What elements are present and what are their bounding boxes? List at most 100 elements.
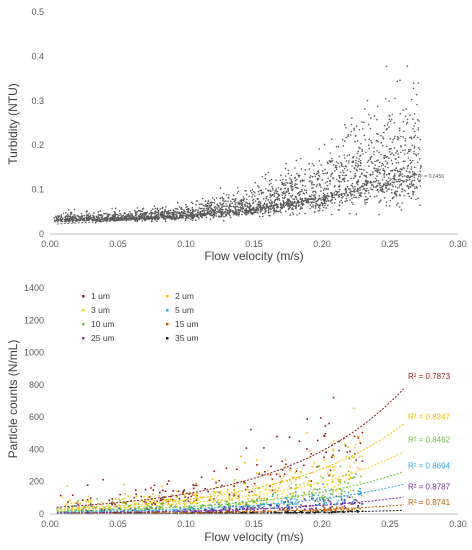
turbidity-point — [315, 192, 317, 194]
particle-point — [129, 507, 132, 510]
particle-point — [264, 471, 266, 473]
particle-point — [311, 495, 313, 498]
particle-point — [137, 502, 140, 505]
particle-point — [175, 505, 178, 508]
turbidity-point — [418, 173, 421, 176]
particle-point — [330, 512, 333, 514]
turbidity-point — [315, 202, 318, 205]
turbidity-point — [314, 175, 317, 178]
turbidity-point — [288, 199, 290, 202]
turbidity-point — [362, 153, 364, 155]
turbidity-point — [133, 217, 136, 219]
turbidity-point — [214, 209, 217, 212]
particle-point — [273, 511, 276, 513]
x-tick-label: 0.25 — [381, 239, 399, 249]
turbidity-point — [405, 123, 408, 125]
turbidity-point — [398, 127, 401, 129]
particle-point — [135, 507, 137, 510]
turbidity-point — [72, 219, 75, 221]
turbidity-point — [152, 208, 154, 210]
particle-point — [177, 509, 179, 512]
turbidity-point — [406, 152, 409, 154]
turbidity-point — [391, 141, 394, 144]
particle-point — [100, 512, 102, 514]
particle-point — [258, 473, 260, 475]
turbidity-point — [291, 211, 294, 214]
particle-point — [253, 511, 255, 514]
particle-point — [147, 499, 149, 501]
particle-point — [153, 484, 156, 487]
turbidity-point — [295, 207, 297, 210]
turbidity-point — [195, 208, 197, 211]
turbidity-point — [303, 179, 305, 182]
turbidity-point — [417, 153, 420, 155]
turbidity-point — [404, 140, 407, 142]
particle-point — [166, 483, 169, 485]
particle-r2-label: R² = 0.8787 — [408, 483, 451, 492]
particle-point — [100, 508, 102, 510]
turbidity-point — [300, 207, 302, 209]
turbidity-point — [330, 160, 332, 163]
turbidity-point — [300, 168, 303, 170]
turbidity-point — [410, 181, 413, 183]
turbidity-point — [296, 178, 298, 181]
turbidity-point — [373, 147, 375, 149]
particle-point — [303, 509, 306, 512]
turbidity-point — [294, 167, 296, 169]
turbidity-point — [195, 203, 197, 206]
turbidity-point — [408, 136, 411, 139]
particle-point — [353, 507, 355, 510]
turbidity-point — [378, 213, 380, 216]
turbidity-point — [322, 209, 324, 212]
turbidity-point — [371, 162, 374, 164]
particle-point — [297, 476, 300, 478]
turbidity-point — [358, 160, 360, 163]
particle-point — [309, 508, 311, 510]
turbidity-point — [404, 149, 406, 151]
turbidity-point — [335, 190, 337, 192]
x-tick-label: 0.05 — [109, 239, 127, 249]
turbidity-point — [324, 202, 327, 205]
particle-point — [67, 507, 69, 509]
turbidity-point — [103, 217, 105, 220]
turbidity-point — [103, 213, 105, 215]
particle-point — [187, 497, 190, 499]
turbidity-point — [379, 200, 381, 203]
turbidity-point — [333, 186, 336, 188]
particle-point — [132, 509, 134, 512]
turbidity-point — [410, 137, 413, 140]
particle-point — [341, 490, 343, 492]
turbidity-point — [410, 175, 412, 178]
turbidity-point — [388, 118, 391, 121]
turbidity-point — [202, 204, 205, 207]
turbidity-point — [252, 193, 254, 196]
turbidity-point — [341, 196, 343, 199]
particle-point — [344, 499, 346, 502]
particle-point — [360, 475, 362, 478]
particle-point — [177, 490, 180, 493]
turbidity-point — [204, 213, 207, 216]
turbidity-point — [62, 217, 64, 219]
turbidity-point — [366, 171, 368, 174]
particle-point — [247, 504, 250, 507]
particle-point — [59, 494, 62, 497]
turbidity-point — [401, 179, 404, 182]
particle-point — [313, 512, 316, 514]
turbidity-point — [416, 119, 419, 121]
turbidity-point — [341, 163, 343, 165]
turbidity-point — [405, 108, 408, 110]
turbidity-point — [377, 188, 379, 191]
turbidity-point — [327, 194, 329, 197]
particle-point — [171, 498, 174, 501]
turbidity-point — [282, 192, 285, 195]
particle-point — [286, 504, 289, 506]
turbidity-point — [253, 191, 255, 193]
turbidity-point — [366, 198, 369, 201]
turbidity-point — [384, 154, 387, 157]
turbidity-point — [401, 202, 403, 204]
particle-r2-label: R² = 0.8694 — [408, 462, 451, 471]
turbidity-point — [231, 202, 233, 204]
turbidity-point — [324, 168, 326, 171]
particle-point — [305, 504, 307, 507]
particle-point — [326, 483, 328, 486]
